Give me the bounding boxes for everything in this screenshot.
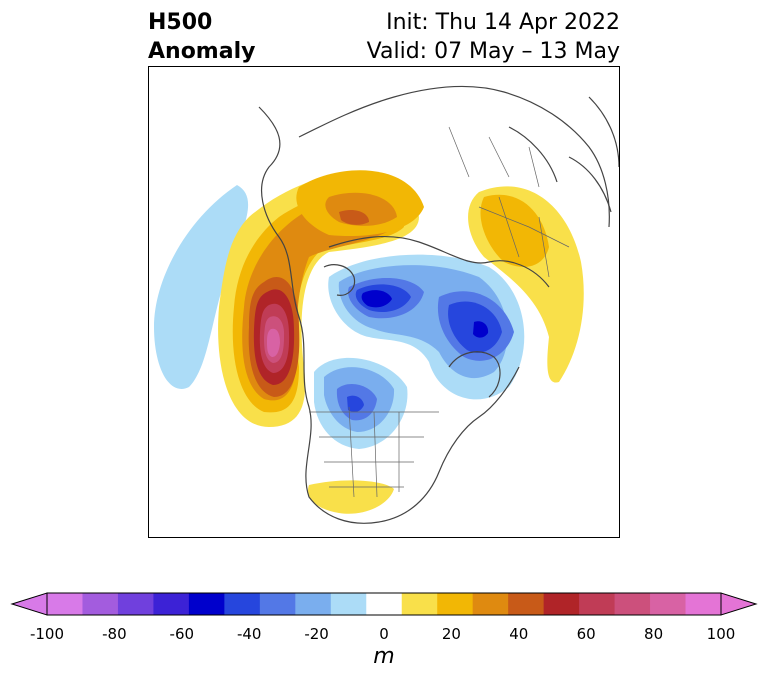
colorbar-cell: [117, 593, 154, 615]
anomaly-map: [148, 66, 620, 538]
eurasia-ridge: [468, 186, 584, 383]
coastlines: [258, 85, 619, 524]
valid-range: Valid: 07 May – 13 May: [366, 39, 620, 64]
chart-title: H500 Anomaly: [148, 8, 255, 66]
colorbar-cell: [259, 593, 296, 615]
title-anomaly: Anomaly: [148, 39, 256, 64]
colorbar-cell: [614, 593, 651, 615]
colorbar-tick-label: 100: [706, 625, 736, 643]
hudson-bay-low: [314, 357, 408, 449]
colorbar-tick-label: -20: [304, 625, 329, 643]
gulf-ridge: [308, 480, 394, 514]
colorbar-max-extension: [720, 592, 758, 616]
map-svg: [154, 85, 619, 524]
arctic-lows: [328, 254, 525, 400]
colorbar-min-extension: [10, 592, 48, 616]
colorbar-cell: [224, 593, 261, 615]
colorbar-cell: [472, 593, 509, 615]
colorbar-ticks: -100 -80 -60 -40 -20 0 20 40 60 80 100: [0, 623, 768, 643]
colorbar-frame: [46, 592, 722, 616]
colorbar-cell: [685, 593, 722, 615]
colorbar-cell: [188, 593, 225, 615]
colorbar-cell: [508, 593, 545, 615]
colorbar-tick-label: -40: [236, 625, 262, 643]
colorbar-cell: [82, 593, 119, 615]
colorbar-unit: m: [373, 644, 395, 669]
colorbar-cell: [330, 593, 367, 615]
colorbar-tick-label: 80: [644, 625, 664, 643]
title-variable: H500: [148, 10, 213, 35]
political-borders: [309, 126, 570, 498]
colorbar-cell: [401, 593, 438, 615]
colorbar-tick-label: -60: [169, 625, 195, 643]
pacific-negative-anomaly: [154, 185, 249, 389]
colorbar-tick-label: 60: [576, 625, 596, 643]
colorbar-tick-label: 40: [509, 625, 529, 643]
colorbar-cell: [437, 593, 474, 615]
colorbar-cell: [366, 593, 403, 615]
colorbar-tick-label: 20: [441, 625, 461, 643]
init-date: Init: Thu 14 Apr 2022: [386, 10, 620, 35]
ne-pacific-ridge: [218, 173, 419, 427]
colorbar: [10, 592, 758, 616]
colorbar-cell: [295, 593, 332, 615]
colorbar-cell: [47, 593, 83, 615]
colorbar-tick-label: 0: [379, 625, 389, 643]
colorbar-cell: [650, 593, 687, 615]
colorbar-cell: [153, 593, 190, 615]
colorbar-cell: [579, 593, 616, 615]
colorbar-tick-label: -100: [29, 625, 65, 643]
arctic-ridge-north: [296, 170, 424, 237]
chart-dates: Init: Thu 14 Apr 2022 Valid: 07 May – 13…: [367, 8, 620, 66]
colorbar-cell: [543, 593, 580, 615]
colorbar-tick-label: -80: [102, 625, 127, 643]
